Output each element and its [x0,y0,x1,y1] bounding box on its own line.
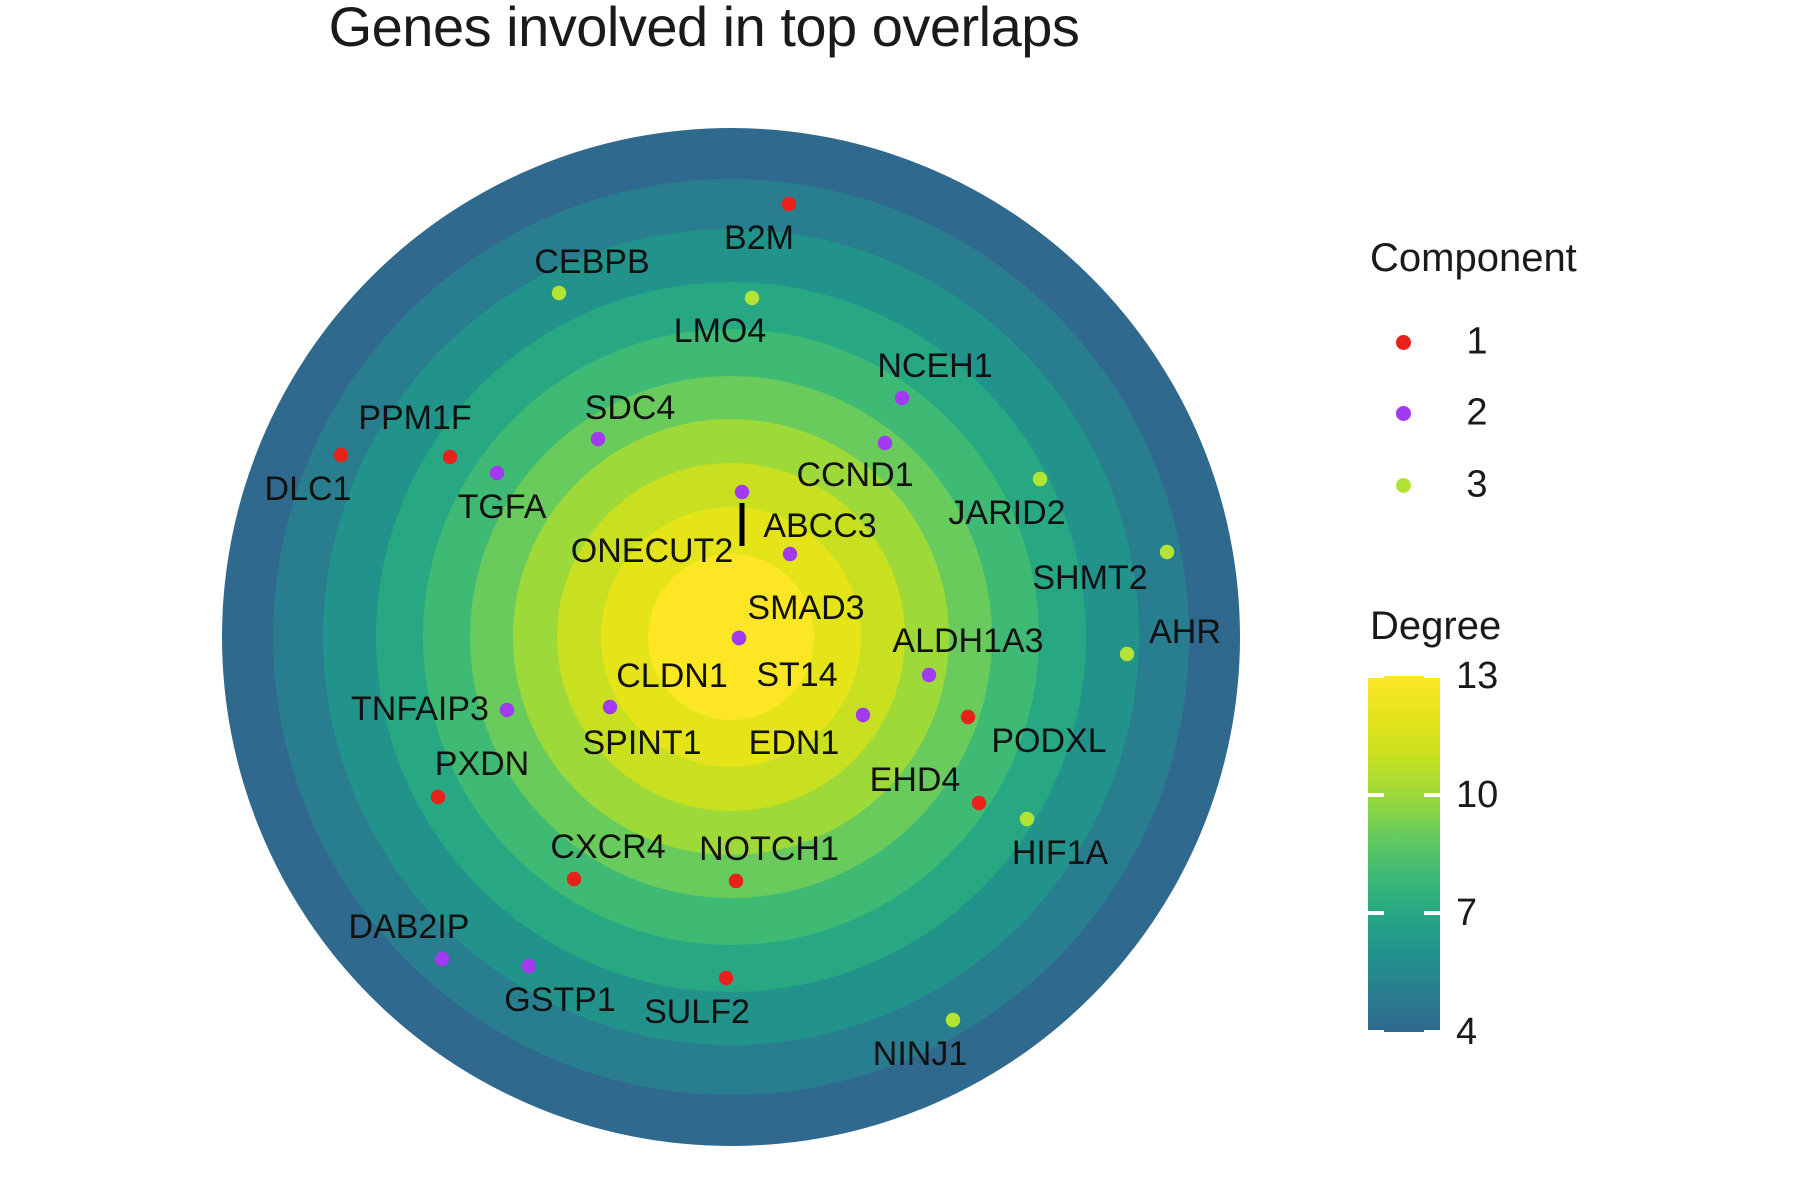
gene-dot-jarid2 [1032,471,1048,487]
component-legend-label: 3 [1466,463,1488,506]
degree-tick-mark [1424,1030,1440,1032]
degree-tick-mark [1424,676,1440,678]
gene-dot-nceh1 [894,390,910,406]
degree-tick-label: 7 [1456,892,1478,935]
gene-label-lmo4: LMO4 [674,312,767,350]
gene-label-ehd4: EHD4 [870,761,961,799]
gene-label-sdc4: SDC4 [585,389,676,427]
degree-tick-mark [1368,792,1384,797]
gene-label-ninj1: NINJ1 [873,1035,967,1073]
gene-dot-sdc4 [590,431,606,447]
chart-title: Genes involved in top overlaps [328,0,1080,58]
degree-tick-label: 13 [1456,655,1499,697]
gene-label-cebpb: CEBPB [534,243,649,281]
gene-dot-sulf2 [718,970,734,986]
gene-label-nceh1: NCEH1 [877,347,992,385]
gene-label-notch1: NOTCH1 [699,830,839,868]
gene-label-sulf2: SULF2 [644,993,750,1031]
gene-label-ahr: AHR [1149,613,1221,651]
component-legend-title: Component [1370,236,1577,280]
gene-label-st14: ST14 [756,656,837,694]
component-legend-label: 1 [1466,320,1488,363]
gene-label-dab2ip: DAB2IP [349,908,470,946]
component-legend-label: 2 [1466,391,1488,434]
gene-label-gstp1: GSTP1 [504,981,615,1019]
gene-label-hif1a: HIF1A [1012,834,1109,872]
gene-dot-ahr [1119,646,1135,662]
degree-tick-mark [1424,911,1440,916]
gene-label-edn1: EDN1 [749,724,840,762]
degree-tick-mark [1368,676,1384,678]
gene-label-cxcr4: CXCR4 [550,828,665,866]
gene-label-dlc1: DLC1 [265,470,352,508]
gene-label-onecut2: ONECUT2 [571,532,733,570]
gene-label-jarid2: JARID2 [948,494,1065,532]
component-swatch-icon-2 [1396,405,1411,421]
component-swatch-icon-1 [1396,334,1411,350]
gene-dot-ehd4 [971,795,987,811]
degree-tick-label: 10 [1456,773,1499,816]
gene-label-shmt2: SHMT2 [1032,559,1147,597]
gene-label-ccnd1: CCND1 [796,456,913,494]
gene-label-pxdn: PXDN [435,745,529,783]
degree-tick-mark [1368,911,1384,916]
degree-tick-mark [1368,1030,1384,1032]
gene-dot-notch1 [728,873,744,889]
gene-label-tnfaip3: TNFAIP3 [351,690,489,728]
gene-dot-cebpb [551,285,567,301]
gene-dot-hif1a [1019,811,1035,827]
gene-dot-ninj1 [945,1012,961,1028]
gene-label-podxl: PODXL [991,722,1106,760]
gene-dot-aldh1a3 [921,667,937,683]
gene-dot-st14 [731,630,747,646]
gene-dot-gstp1 [521,958,537,974]
gene-label-ppm1f: PPM1F [358,399,471,437]
gene-dot-podxl [960,709,976,725]
gene-dot-dab2ip [434,951,450,967]
component-swatch-icon-3 [1396,477,1411,493]
gene-dot-spint1 [602,699,618,715]
gene-label-cldn1: CLDN1 [616,657,727,695]
degree-colorbar [1368,676,1440,1032]
gene-dot-edn1 [855,707,871,723]
gene-dot-pxdn [430,789,446,805]
gene-label-spint1: SPINT1 [582,724,701,762]
gene-dot-tgfa [489,465,505,481]
gene-dot-b2m [781,196,797,212]
gene-label-aldh1a3: ALDH1A3 [892,622,1043,660]
gene-dot-abcc3 [782,546,798,562]
gene-dot-lmo4 [744,290,760,306]
degree-ring-13 [648,554,814,720]
gene-dot-tnfaip3 [499,702,515,718]
gene-dot-dlc1 [333,447,349,463]
degree-tick-mark [1424,792,1440,797]
gene-dot-onecut2 [734,484,750,500]
gene-label-abcc3: ABCC3 [763,507,876,545]
degree-legend-title: Degree [1370,604,1502,648]
gene-dot-shmt2 [1159,544,1175,560]
gene-dot-cxcr4 [566,871,582,887]
gene-label-b2m: B2M [724,219,794,257]
gene-label-tgfa: TGFA [458,488,547,526]
gene-dot-ppm1f [442,449,458,465]
gene-dot-ccnd1 [877,435,893,451]
degree-tick-label: 4 [1456,1011,1478,1053]
gene-label-smad3: SMAD3 [747,589,864,627]
